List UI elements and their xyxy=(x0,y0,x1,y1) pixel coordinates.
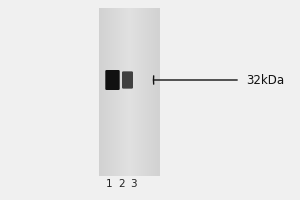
Bar xyxy=(114,8,116,176)
Bar xyxy=(133,8,135,176)
Bar xyxy=(156,8,158,176)
Bar xyxy=(146,8,148,176)
Text: 32kDa: 32kDa xyxy=(246,73,284,86)
Bar xyxy=(151,8,153,176)
Bar xyxy=(105,8,106,176)
Bar xyxy=(147,8,148,176)
Bar xyxy=(152,8,154,176)
Bar xyxy=(103,8,105,176)
Bar xyxy=(132,8,134,176)
Bar xyxy=(138,8,140,176)
Bar xyxy=(108,8,110,176)
Bar xyxy=(106,8,108,176)
Bar xyxy=(109,8,111,176)
Bar xyxy=(141,8,142,176)
Bar xyxy=(122,8,124,176)
Bar xyxy=(131,8,133,176)
Bar xyxy=(153,8,154,176)
Bar xyxy=(117,8,118,176)
Bar xyxy=(130,8,132,176)
Bar xyxy=(129,8,130,176)
Bar xyxy=(150,8,152,176)
Bar xyxy=(115,8,117,176)
Text: 1: 1 xyxy=(106,179,113,189)
Bar xyxy=(99,8,100,176)
Bar xyxy=(154,8,156,176)
Bar xyxy=(126,8,128,176)
Bar xyxy=(124,8,126,176)
Bar xyxy=(142,8,144,176)
Bar xyxy=(135,8,136,176)
Bar xyxy=(113,8,115,176)
Bar xyxy=(144,8,146,176)
FancyBboxPatch shape xyxy=(105,70,120,90)
Bar xyxy=(104,8,106,176)
Bar xyxy=(127,8,129,176)
Bar xyxy=(118,8,120,176)
Bar xyxy=(145,8,147,176)
Bar xyxy=(137,8,139,176)
Bar xyxy=(110,8,112,176)
Bar xyxy=(143,8,145,176)
Text: 3: 3 xyxy=(130,179,137,189)
Bar xyxy=(158,8,160,176)
Bar xyxy=(112,8,114,176)
Bar xyxy=(116,8,118,176)
Bar xyxy=(157,8,159,176)
Bar xyxy=(100,8,102,176)
Bar xyxy=(136,8,138,176)
Bar xyxy=(101,8,103,176)
Bar xyxy=(121,8,123,176)
Bar xyxy=(111,8,112,176)
Bar xyxy=(139,8,141,176)
Bar xyxy=(148,8,150,176)
Bar xyxy=(102,8,104,176)
Bar xyxy=(128,8,130,176)
Bar xyxy=(125,8,127,176)
Bar xyxy=(134,8,136,176)
Bar xyxy=(119,8,121,176)
Bar xyxy=(107,8,109,176)
Bar xyxy=(123,8,124,176)
Bar xyxy=(140,8,142,176)
Bar xyxy=(149,8,151,176)
Bar xyxy=(120,8,122,176)
FancyBboxPatch shape xyxy=(122,71,133,89)
Bar xyxy=(155,8,157,176)
Text: 2: 2 xyxy=(118,179,125,189)
